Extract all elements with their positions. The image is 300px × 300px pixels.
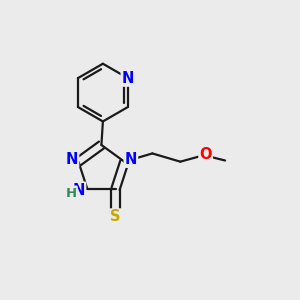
- Text: O: O: [200, 147, 212, 162]
- Text: N: N: [125, 152, 137, 167]
- Text: N: N: [73, 183, 85, 198]
- Text: H: H: [65, 187, 76, 200]
- Text: S: S: [110, 209, 121, 224]
- Text: N: N: [66, 152, 78, 167]
- Text: N: N: [122, 71, 134, 86]
